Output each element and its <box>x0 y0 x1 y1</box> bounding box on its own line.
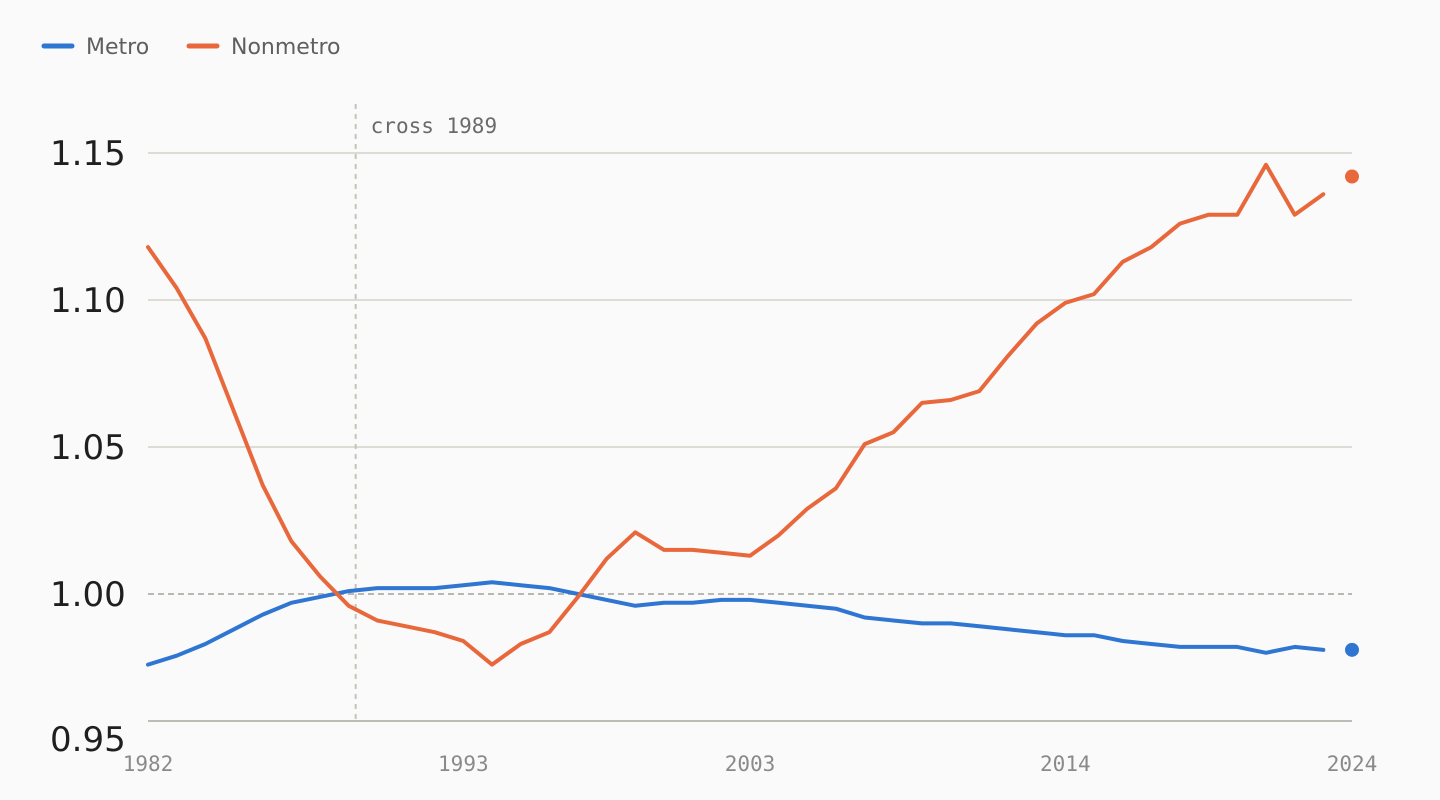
x-axis: 1982 1993 2003 2014 2024 <box>123 752 1378 776</box>
annotation-label: cross 1989 <box>371 114 497 138</box>
x-tick-label: 2024 <box>1327 752 1378 776</box>
y-tick-label: 1.05 <box>50 428 126 468</box>
end-marker-metro <box>1345 642 1359 657</box>
y-tick-label: 0.95 <box>50 720 126 760</box>
annotations: cross 1989 <box>354 104 497 721</box>
end-marker-nonmetro <box>1345 169 1359 184</box>
series-line-metro <box>146 580 1326 667</box>
series-line-nonmetro <box>146 162 1326 667</box>
y-tick-label: 1.00 <box>50 575 126 615</box>
legend-label-metro: Metro <box>86 35 149 60</box>
x-tick-label: 2003 <box>725 752 776 776</box>
x-tick-label: 2014 <box>1040 752 1091 776</box>
legend-label-nonmetro: Nonmetro <box>231 35 340 60</box>
y-tick-label: 1.15 <box>50 134 126 174</box>
series-lines <box>146 162 1359 667</box>
grid-lines <box>148 152 1352 722</box>
x-tick-label: 1982 <box>123 752 174 776</box>
y-axis: 1.15 1.10 1.05 1.00 0.95 <box>50 134 126 760</box>
y-tick-label: 1.10 <box>50 281 126 321</box>
x-tick-label: 1993 <box>438 752 489 776</box>
legend: Metro Nonmetro <box>41 35 340 60</box>
